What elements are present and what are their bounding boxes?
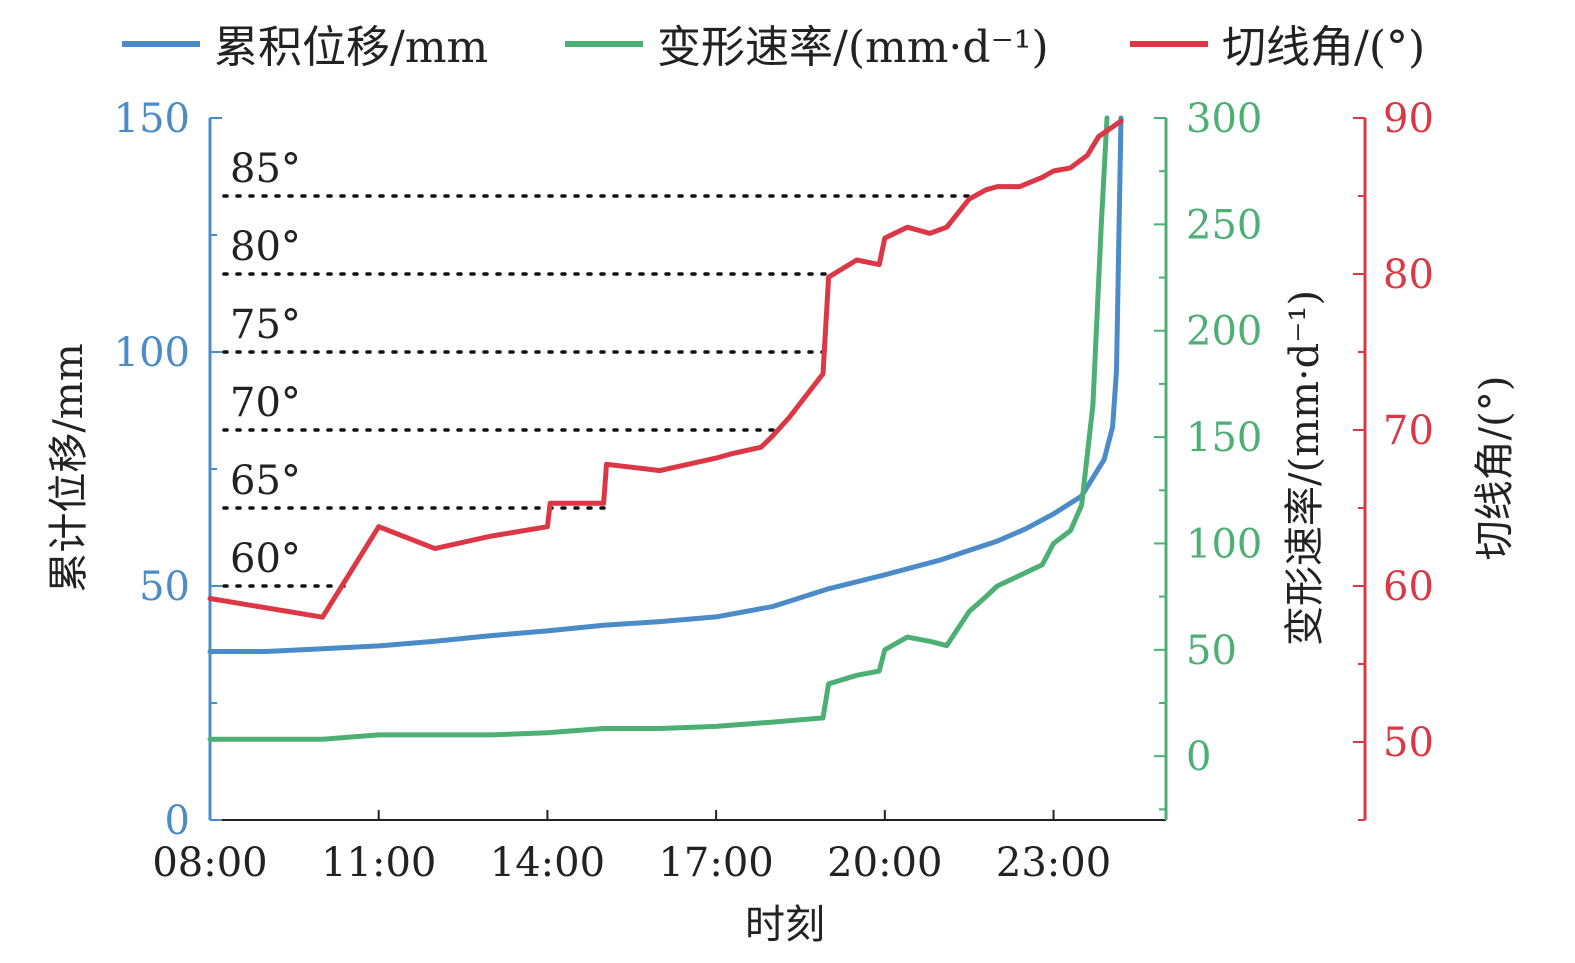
rate-line — [207, 115, 1110, 742]
right1-tick-label: 250 — [1186, 202, 1262, 248]
reference-label-70: 70° — [230, 380, 301, 426]
legend-label-rate: 变形速率/(mm·d⁻¹) — [657, 22, 1049, 73]
right1-tick-label: 200 — [1186, 309, 1262, 355]
x-tick-label: 14:00 — [490, 840, 605, 886]
right1-axis-title: 变形速率/(mm·d⁻¹) — [1282, 290, 1328, 646]
x-axis-title: 时刻 — [745, 902, 825, 948]
legend-label-angle: 切线角/(°) — [1222, 22, 1425, 73]
reference-lines: 60° 65° 70° 75° 80° 85° — [222, 146, 977, 588]
right1-tick-label: 150 — [1186, 415, 1262, 461]
left-tick-label: 50 — [139, 564, 190, 610]
right2-tick-label: 80 — [1383, 252, 1434, 298]
right1-tick-label: 100 — [1186, 521, 1262, 567]
reference-label-75: 75° — [230, 302, 301, 348]
right2-tick-label: 50 — [1383, 720, 1434, 766]
x-tick-label: 23:00 — [996, 840, 1111, 886]
displacement-line — [207, 115, 1124, 654]
series-lines — [207, 115, 1124, 742]
reference-label-60: 60° — [230, 536, 301, 582]
right2-axis-title: 切线角/(°) — [1472, 376, 1518, 561]
x-tick-label: 20:00 — [827, 840, 942, 886]
reference-label-85: 85° — [230, 146, 301, 192]
legend: 累积位移/mm 变形速率/(mm·d⁻¹) 切线角/(°) — [122, 22, 1425, 73]
axes: 08:00 11:00 14:00 17:00 20:00 23:00 0 50 100 150 0… — [114, 96, 1434, 886]
reference-label-65: 65° — [230, 458, 301, 504]
left-tick-label: 150 — [114, 96, 190, 142]
x-tick-label: 17:00 — [658, 840, 773, 886]
x-tick-label: 08:00 — [152, 840, 267, 886]
reference-label-80: 80° — [230, 224, 301, 270]
angle-line — [207, 118, 1124, 620]
right2-tick-label: 60 — [1383, 564, 1434, 610]
right1-tick-label: 300 — [1186, 96, 1262, 142]
left-axis-title: 累计位移/mm — [46, 343, 92, 592]
left-tick-label: 0 — [165, 798, 190, 844]
right1-tick-label: 0 — [1186, 734, 1211, 780]
right2-tick-label: 90 — [1383, 96, 1434, 142]
legend-label-displacement: 累积位移/mm — [214, 22, 488, 73]
left-tick-label: 100 — [114, 330, 190, 376]
right2-tick-label: 70 — [1383, 408, 1434, 454]
right1-tick-label: 50 — [1186, 628, 1237, 674]
x-tick-label: 11:00 — [321, 840, 436, 886]
